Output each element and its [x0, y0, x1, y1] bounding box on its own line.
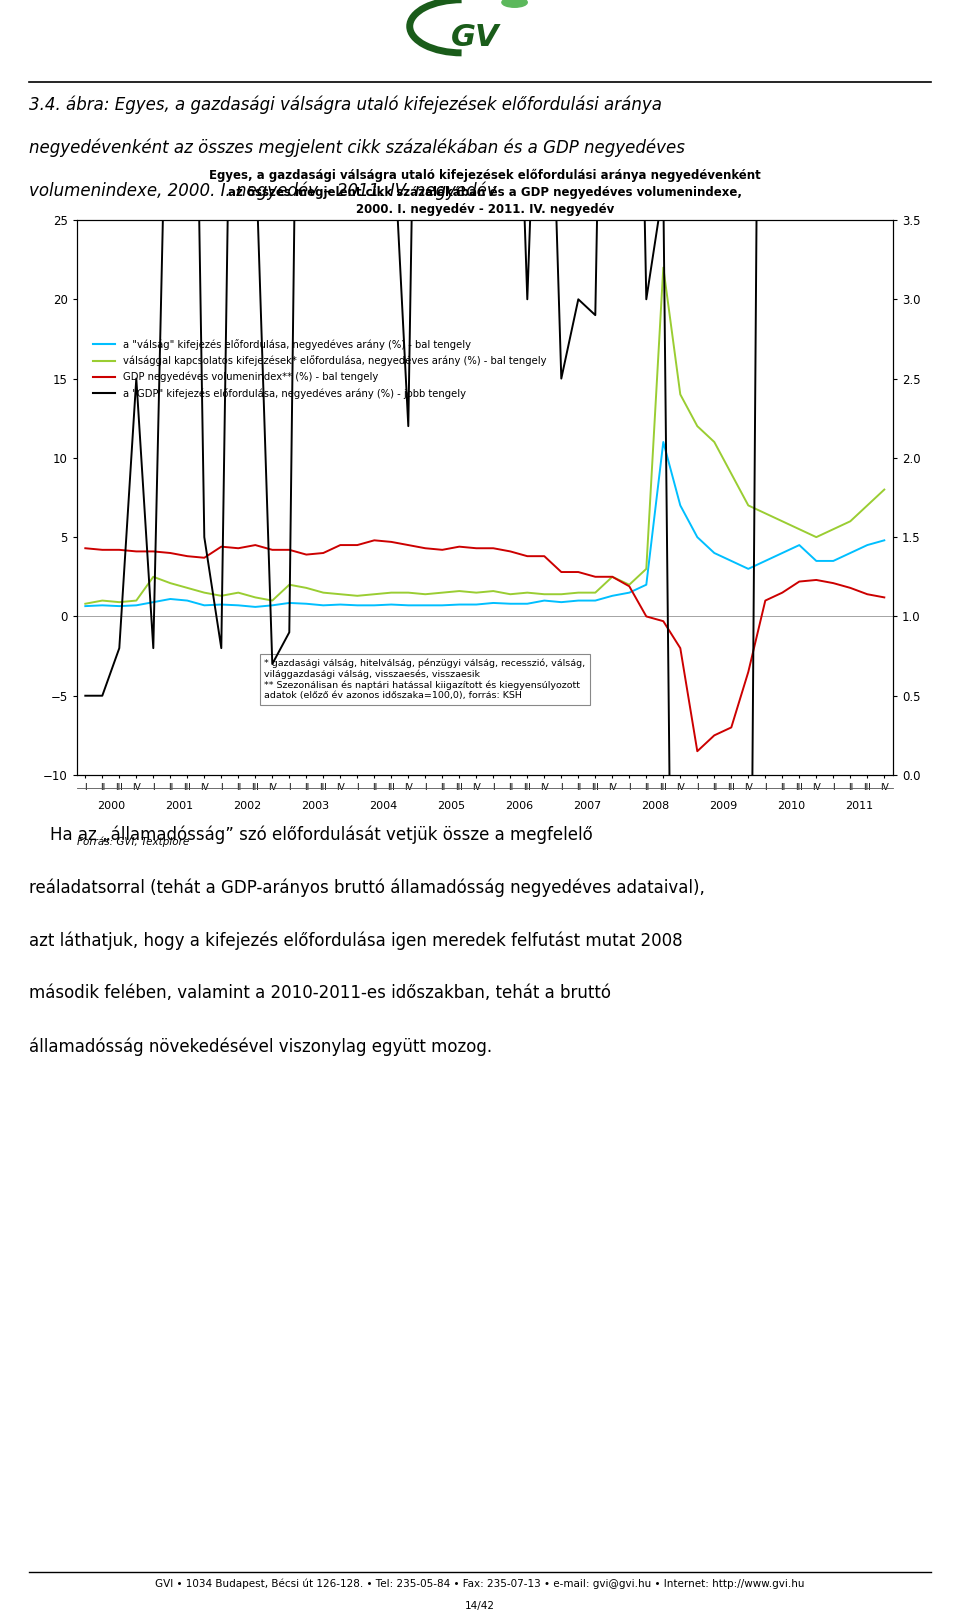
Text: 2001: 2001 — [165, 800, 193, 811]
Text: GV: GV — [451, 23, 500, 52]
Text: 3.4. ábra: Egyes, a gazdasági válságra utaló kifejezések előfordulási aránya: 3.4. ábra: Egyes, a gazdasági válságra u… — [29, 95, 661, 113]
Legend: a "válság" kifejezés előfordulása, negyedéves arány (%) - bal tengely, válsággal: a "válság" kifejezés előfordulása, negye… — [90, 336, 549, 402]
Text: 2005: 2005 — [437, 800, 465, 811]
Text: Ha az „államadósság” szó előfordulását vetjük össze a megfelelő: Ha az „államadósság” szó előfordulását v… — [29, 824, 592, 844]
Text: 2009: 2009 — [708, 800, 737, 811]
Text: GVI • 1034 Budapest, Bécsi út 126-128. • Tel: 235-05-84 • Fax: 235-07-13 • e-mai: GVI • 1034 Budapest, Bécsi út 126-128. •… — [156, 1578, 804, 1589]
Text: volumenindexe, 2000. I. negyedév – 2011. IV. negyedév: volumenindexe, 2000. I. negyedév – 2011.… — [29, 182, 496, 200]
Circle shape — [502, 0, 527, 8]
Text: negyedévenként az összes megjelent cikk százalékában és a GDP negyedéves: negyedévenként az összes megjelent cikk … — [29, 138, 684, 156]
Text: reáladatsorral (tehát a GDP-arányos bruttó államadósság negyedéves adataival),: reáladatsorral (tehát a GDP-arányos brut… — [29, 877, 705, 897]
Text: 2006: 2006 — [505, 800, 533, 811]
Text: 2002: 2002 — [232, 800, 261, 811]
Text: 2000: 2000 — [97, 800, 125, 811]
Text: 2003: 2003 — [300, 800, 329, 811]
Text: Forrás: GVI, Textplore: Forrás: GVI, Textplore — [77, 836, 189, 847]
Text: 2004: 2004 — [369, 800, 396, 811]
Text: 2007: 2007 — [573, 800, 601, 811]
Text: államadósság növekedésével viszonylag együtt mozog.: államadósság növekedésével viszonylag eg… — [29, 1037, 492, 1056]
Text: azt láthatjuk, hogy a kifejezés előfordulása igen meredek felfutást mutat 2008: azt láthatjuk, hogy a kifejezés előfordu… — [29, 931, 683, 950]
Text: 2010: 2010 — [777, 800, 804, 811]
Text: 14/42: 14/42 — [465, 1600, 495, 1610]
Text: * gazdasági válság, hitelválság, pénzügyi válság, recesszió, válság,
világgazdas: * gazdasági válság, hitelválság, pénzügy… — [265, 658, 586, 700]
Text: 2011: 2011 — [845, 800, 873, 811]
Text: második felében, valamint a 2010-2011-es időszakban, tehát a bruttó: második felében, valamint a 2010-2011-es… — [29, 984, 611, 1003]
Title: Egyes, a gazdasági válságra utaló kifejezések előfordulási aránya negyedévenként: Egyes, a gazdasági válságra utaló kifeje… — [209, 169, 760, 216]
Text: 2008: 2008 — [640, 800, 669, 811]
